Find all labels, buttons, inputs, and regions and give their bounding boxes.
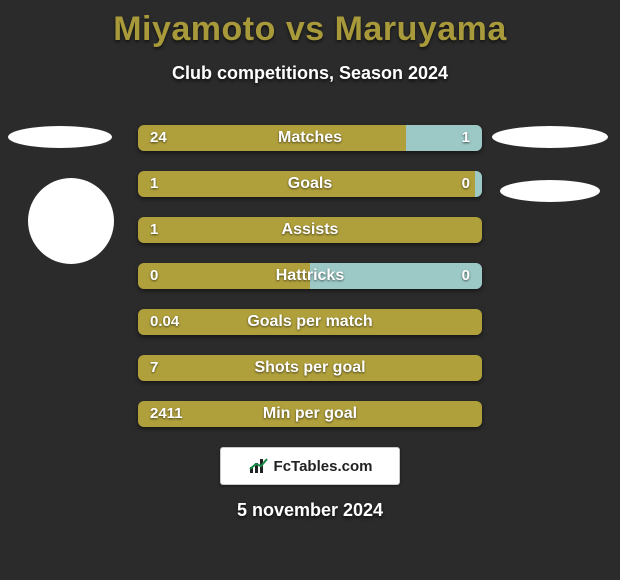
stat-label: Min per goal xyxy=(138,401,482,427)
page-title: Miyamoto vs Maruyama xyxy=(0,0,620,49)
stat-row: 0.04Goals per match xyxy=(138,309,482,335)
stat-label: Hattricks xyxy=(138,263,482,289)
stat-row: 00Hattricks xyxy=(138,263,482,289)
decorative-ellipse xyxy=(500,180,600,202)
stat-row: 7Shots per goal xyxy=(138,355,482,381)
decorative-ellipse xyxy=(8,126,112,148)
subtitle: Club competitions, Season 2024 xyxy=(0,63,620,84)
stat-label: Shots per goal xyxy=(138,355,482,381)
date-text: 5 november 2024 xyxy=(0,500,620,521)
stat-label: Goals xyxy=(138,171,482,197)
stat-row: 1Assists xyxy=(138,217,482,243)
stat-row: 2411Min per goal xyxy=(138,401,482,427)
footer-badge: FcTables.com xyxy=(220,447,400,485)
title-player1: Miyamoto xyxy=(113,10,276,48)
title-vs: vs xyxy=(286,10,325,48)
decorative-ellipse xyxy=(492,126,608,148)
footer-site: FcTables.com xyxy=(274,458,373,475)
stat-row: 10Goals xyxy=(138,171,482,197)
comparison-bars: 241Matches 10Goals 1Assists 00Hattricks 0.04… xyxy=(138,125,482,447)
stat-row: 241Matches xyxy=(138,125,482,151)
stat-label: Assists xyxy=(138,217,482,243)
chart-icon xyxy=(248,457,270,475)
stat-label: Matches xyxy=(138,125,482,151)
title-player2: Maruyama xyxy=(335,10,507,48)
stat-label: Goals per match xyxy=(138,309,482,335)
decorative-ellipse xyxy=(28,178,114,264)
